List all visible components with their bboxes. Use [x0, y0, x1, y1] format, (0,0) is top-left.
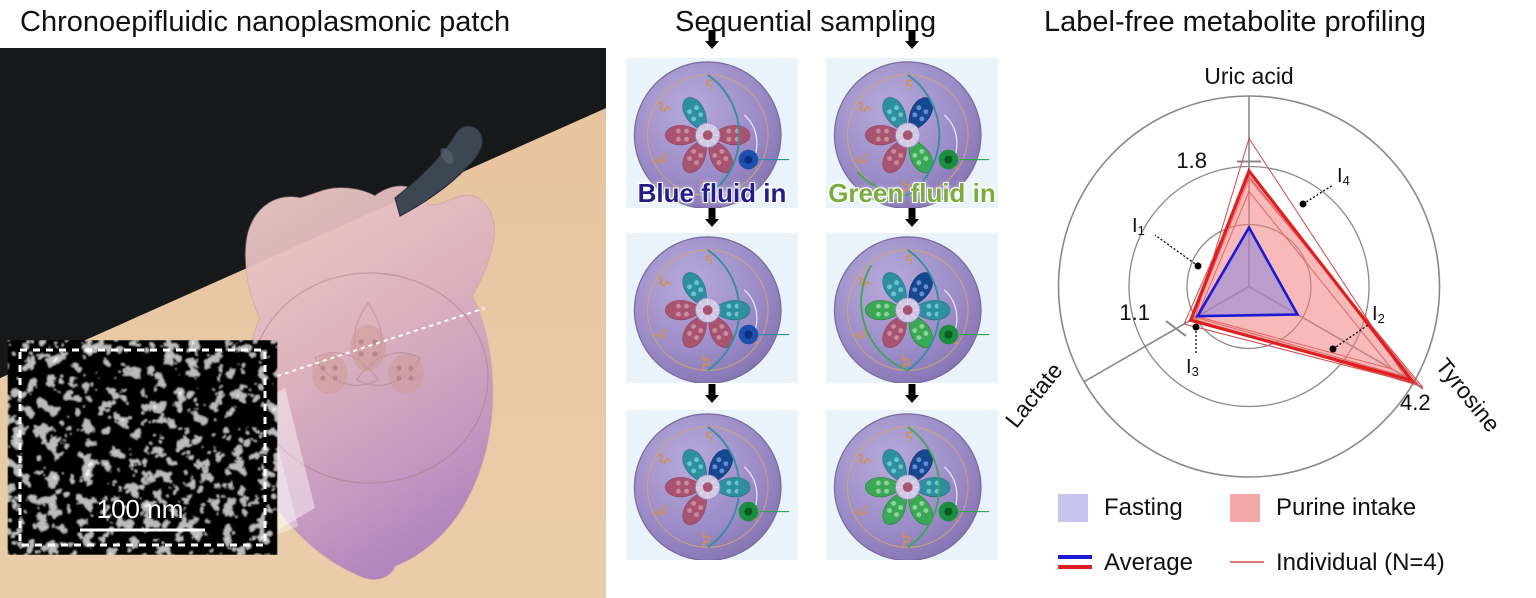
- svg-text:I4: I4: [1337, 165, 1350, 188]
- svg-text:I3: I3: [1186, 356, 1199, 379]
- svg-text:Tyrosine: Tyrosine: [1431, 353, 1506, 437]
- svg-text:I2: I2: [1372, 303, 1385, 326]
- svg-text:1.8: 1.8: [1176, 148, 1207, 173]
- svg-text:Uric acid: Uric acid: [1204, 63, 1293, 89]
- svg-text:4.2: 4.2: [1400, 390, 1431, 415]
- svg-text:Lactate: Lactate: [1000, 357, 1068, 432]
- svg-text:1.1: 1.1: [1119, 300, 1150, 325]
- svg-text:I1: I1: [1132, 215, 1145, 238]
